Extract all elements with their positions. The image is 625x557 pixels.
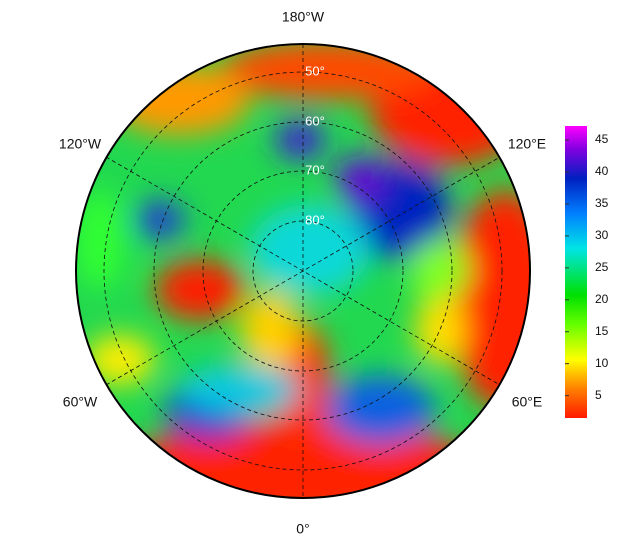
colorbar-gradient [565, 126, 587, 418]
latitude-label: 80° [305, 212, 325, 227]
longitude-label: 60°E [512, 394, 543, 410]
colorbar-tick-label: 40 [595, 164, 609, 178]
longitude-label: 0° [296, 521, 309, 537]
colorbar-tick-label: 45 [595, 132, 609, 146]
colorbar-tick-label: 25 [595, 260, 609, 274]
colorbar-tick-label: 35 [595, 196, 609, 210]
colorbar-tick-label: 20 [595, 292, 609, 306]
latitude-label: 50° [305, 63, 325, 78]
colorbar-tick-label: 30 [595, 228, 609, 242]
longitude-label: 120°W [59, 136, 102, 152]
colorbar: 5 10 15 20 25 30 35 40 45 [565, 126, 609, 418]
colorbar-tick-label: 5 [595, 388, 602, 402]
longitude-label: 180°W [282, 9, 325, 25]
colorbar-tick-label: 10 [595, 356, 609, 370]
latitude-label: 70° [305, 162, 325, 177]
longitude-label: 120°E [508, 136, 546, 152]
data-field [76, 44, 530, 498]
colorbar-tick-label: 15 [595, 324, 609, 338]
map-border [75, 43, 531, 499]
longitude-label: 60°W [63, 394, 98, 410]
latitude-label: 60° [305, 113, 325, 128]
graticule [103, 44, 503, 498]
